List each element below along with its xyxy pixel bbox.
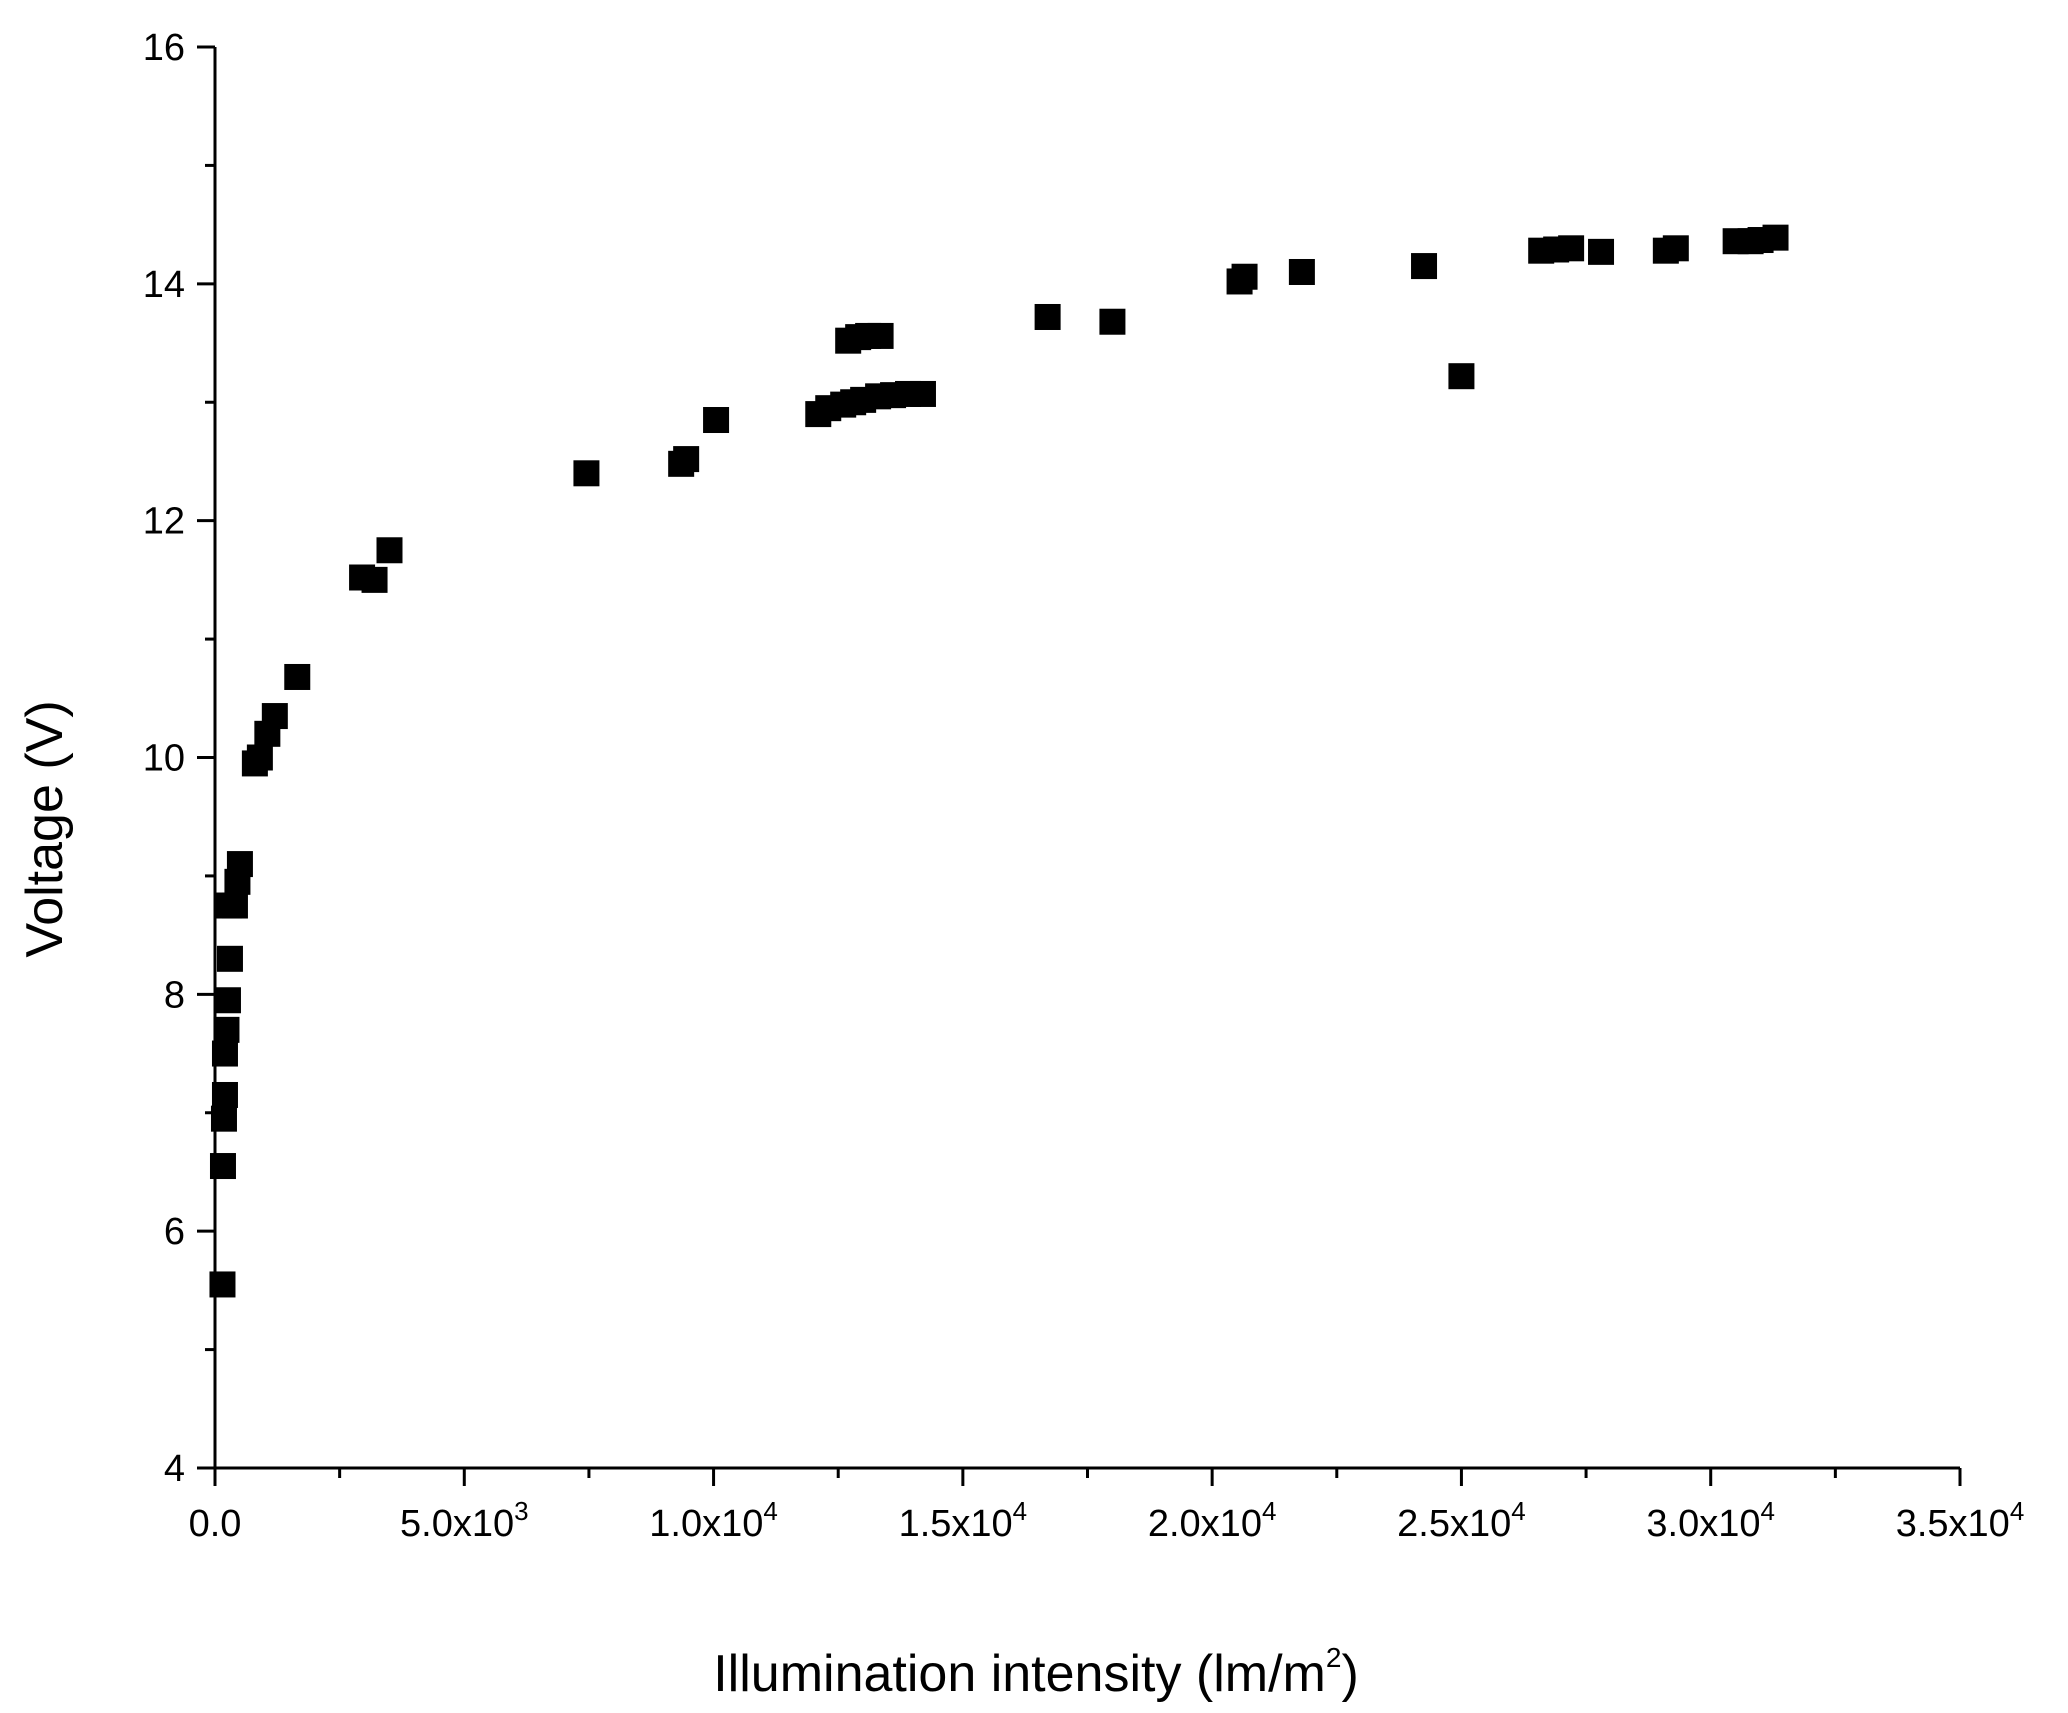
data-point — [246, 744, 273, 771]
data-point — [909, 380, 936, 407]
x-tick-label: 1.0x104 — [649, 1496, 778, 1545]
data-point — [209, 1271, 236, 1298]
data-markers — [209, 224, 1789, 1298]
y-tick-label: 16 — [143, 27, 185, 69]
x-axis-title-suffix: ) — [1341, 1645, 1358, 1703]
data-point — [226, 851, 253, 878]
y-tick-label: 14 — [143, 264, 185, 306]
x-tick-label: 2.0x104 — [1148, 1496, 1277, 1545]
data-point — [376, 537, 403, 564]
x-tick-label: 2.5x104 — [1397, 1496, 1526, 1545]
x-axis-title: Illumination intensity (lm/m2) — [713, 1642, 1359, 1703]
y-axis: 4 6 8 10 12 14 16 — [143, 27, 217, 1490]
data-point — [1662, 235, 1689, 262]
y-tick-label: 8 — [164, 974, 185, 1016]
y-tick-label: 4 — [164, 1448, 185, 1490]
data-point — [673, 446, 700, 473]
data-point — [210, 1105, 237, 1132]
data-point — [214, 987, 241, 1014]
data-point — [1288, 258, 1315, 285]
data-point — [867, 322, 894, 349]
y-tick-label: 12 — [143, 501, 185, 543]
data-point — [1448, 363, 1475, 390]
data-point — [209, 1153, 236, 1180]
x-tick-label: 5.0x103 — [400, 1496, 529, 1545]
data-point — [1099, 308, 1126, 335]
x-axis-title-text: Illumination intensity (lm/m — [713, 1645, 1326, 1703]
data-point — [261, 703, 288, 730]
x-tick-label: 3.0x104 — [1646, 1496, 1775, 1545]
x-axis: 0.0 5.0x103 1.0x104 1.5x104 2.0x104 2.5x104 3.… — [189, 1466, 2025, 1545]
x-tick-label: 0.0 — [189, 1503, 242, 1545]
data-point — [1034, 303, 1061, 330]
y-axis-title: Voltage (V) — [16, 700, 74, 957]
data-point — [284, 663, 311, 690]
data-point — [211, 1081, 238, 1108]
x-axis-title-superscript: 2 — [1326, 1642, 1342, 1673]
y-tick-label: 6 — [164, 1211, 185, 1253]
data-point — [573, 460, 600, 487]
x-tick-label: 1.5x104 — [899, 1496, 1028, 1545]
data-point — [221, 892, 248, 919]
data-point — [361, 566, 388, 593]
y-tick-label: 10 — [143, 738, 185, 780]
data-point — [211, 1040, 238, 1067]
data-point — [1588, 238, 1615, 265]
data-point — [1558, 235, 1585, 262]
data-point — [1762, 224, 1789, 251]
data-point — [1231, 263, 1258, 290]
data-point — [216, 945, 243, 972]
data-point — [703, 407, 730, 434]
data-point — [213, 1016, 240, 1043]
x-tick-label: 3.5x104 — [1896, 1496, 2025, 1545]
data-point — [1411, 253, 1438, 280]
